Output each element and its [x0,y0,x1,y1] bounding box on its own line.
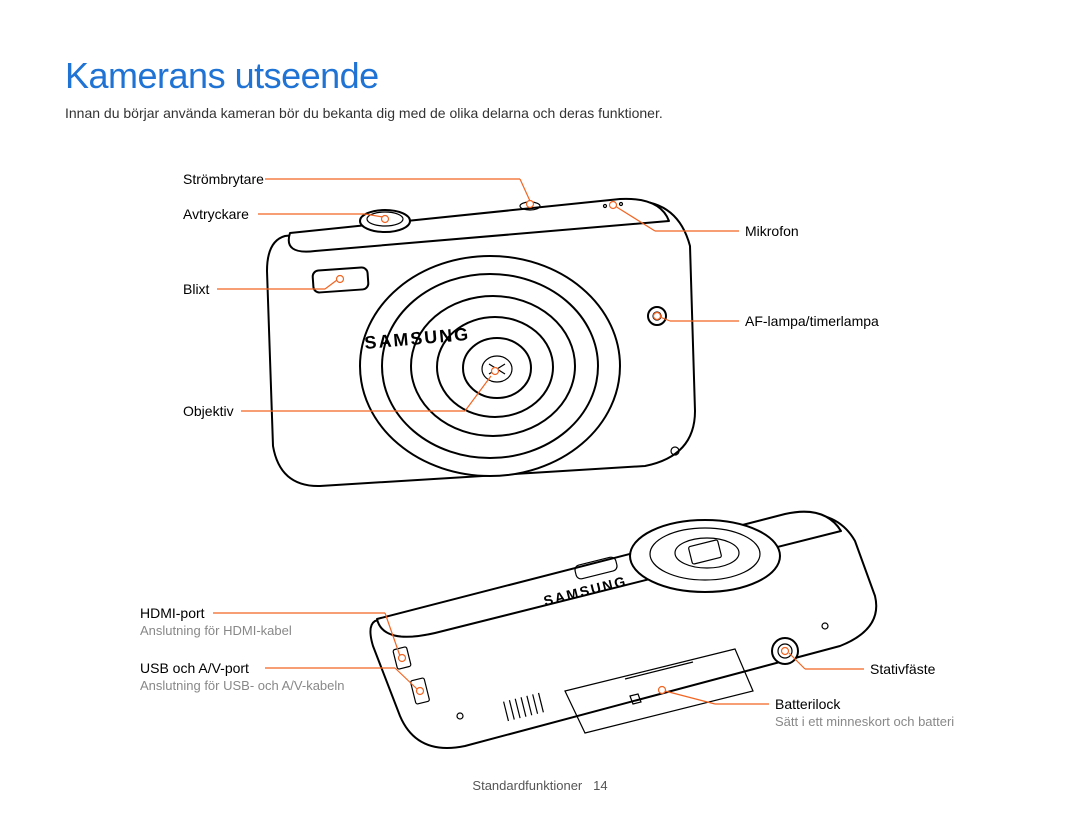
manual-page: Kamerans utseende Innan du börjar använd… [0,0,1080,815]
camera-bottom-icon: SAMSUNG [370,512,876,748]
page-subtitle: Innan du börjar använda kameran bör du b… [65,105,1020,121]
diagram-svg: SAMSUNG SAMSUNG [65,151,1025,771]
page-title: Kamerans utseende [65,55,1020,97]
camera-diagram: Strömbrytare Avtryckare Blixt Objektiv M… [65,151,1025,771]
page-footer: Standardfunktioner 14 [0,778,1080,793]
footer-section: Standardfunktioner [472,778,582,793]
camera-front-icon: SAMSUNG [267,199,695,486]
footer-page-number: 14 [593,778,607,793]
